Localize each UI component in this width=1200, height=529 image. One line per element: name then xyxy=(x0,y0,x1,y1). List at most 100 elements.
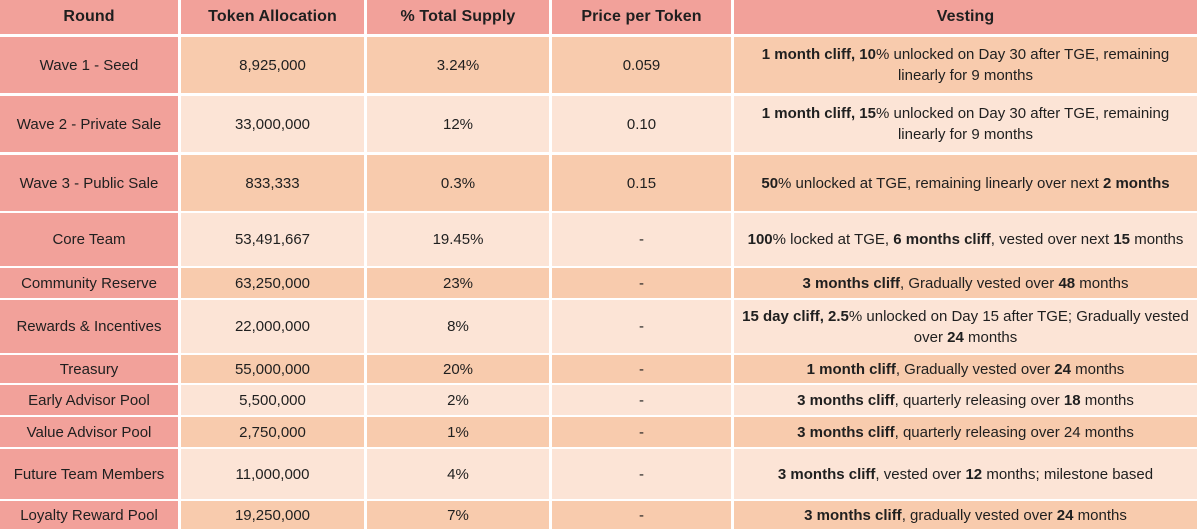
token-allocation-cell: 2,750,000 xyxy=(181,417,364,447)
vesting-segment: months; milestone based xyxy=(982,465,1154,483)
table-row: Community Reserve 63,250,000 23% - 3 months … xyxy=(0,268,1200,298)
vesting-segment: % unlocked on Day 30 after TGE, remainin… xyxy=(875,46,1170,84)
table-row: Loyalty Reward Pool 19,250,000 7% - 3 months… xyxy=(0,501,1200,529)
token-allocation-cell: 8,925,000 xyxy=(181,37,364,93)
price-per-token-cell: - xyxy=(552,449,731,499)
round-cell: Wave 2 - Private Sale xyxy=(0,96,178,152)
round-cell: Wave 1 - Seed xyxy=(0,37,178,93)
pct-total-supply-cell: 3.24% xyxy=(367,37,549,93)
pct-total-supply-cell: 1% xyxy=(367,417,549,447)
vesting-text: 3 months cliff, quarterly releasing over… xyxy=(797,422,1134,443)
round-cell: Loyalty Reward Pool xyxy=(0,501,178,529)
vesting-segment: % unlocked at TGE, remaining linearly ov… xyxy=(778,174,1103,192)
table-header-row: Round Token Allocation % Total Supply Pr… xyxy=(0,0,1200,34)
token-allocation-cell: 11,000,000 xyxy=(181,449,364,499)
vesting-segment: , gradually vested over xyxy=(901,506,1057,524)
table-row: Early Advisor Pool 5,500,000 2% - 3 months c… xyxy=(0,385,1200,415)
vesting-segment: , vested over xyxy=(875,465,966,483)
round-cell: Community Reserve xyxy=(0,268,178,298)
vesting-cell: 1 month cliff, 15% unlocked on Day 30 af… xyxy=(734,96,1197,152)
vesting-segment-bold: 15 xyxy=(1113,231,1131,248)
vesting-text: 1 month cliff, Gradually vested over 24 … xyxy=(807,359,1125,380)
vesting-segment: % unlocked on Day 30 after TGE, remainin… xyxy=(875,105,1170,143)
table-row: Core Team 53,491,667 19.45% -100% locked at… xyxy=(0,213,1200,266)
column-header-token-allocation: Token Allocation xyxy=(181,0,364,34)
token-allocation-cell: 55,000,000 xyxy=(181,355,364,383)
vesting-segment-bold: 100 xyxy=(747,231,773,248)
vesting-segment-bold: 18 xyxy=(1063,391,1081,409)
table-row: Treasury 55,000,000 20% - 1 month cliff, Gra… xyxy=(0,355,1200,383)
vesting-segment: months xyxy=(1075,274,1129,292)
vesting-cell: 3 months cliff, Gradually vested over 48… xyxy=(734,268,1197,298)
pct-total-supply-cell: 7% xyxy=(367,501,549,529)
price-per-token-cell: - xyxy=(552,501,731,529)
table-body: Wave 1 - Seed 8,925,000 3.24% 0.059 1 month … xyxy=(0,34,1200,529)
vesting-segment-bold: 24 xyxy=(947,328,964,346)
vesting-segment: , quarterly releasing over 24 months xyxy=(894,423,1134,441)
vesting-text: 3 months cliff, quarterly releasing over… xyxy=(797,390,1134,411)
vesting-segment: % unlocked on Day 15 after TGE; Graduall… xyxy=(848,307,1189,346)
round-cell: Core Team xyxy=(0,213,178,266)
vesting-cell: 100% locked at TGE, 6 months cliff, vest… xyxy=(734,213,1197,266)
vesting-cell: 1 month cliff, Gradually vested over 24 … xyxy=(734,355,1197,383)
vesting-segment: , quarterly releasing over xyxy=(894,391,1064,409)
vesting-segment-bold: 3 months cliff xyxy=(804,506,902,524)
price-per-token-cell: 0.059 xyxy=(552,37,731,93)
vesting-segment-bold: 2 months xyxy=(1102,174,1170,192)
token-allocation-cell: 22,000,000 xyxy=(181,300,364,353)
token-allocation-cell: 19,250,000 xyxy=(181,501,364,529)
token-allocation-cell: 53,491,667 xyxy=(181,213,364,266)
vesting-segment-bold: 1 month cliff xyxy=(806,360,896,378)
vesting-segment-bold: 3 months cliff xyxy=(802,274,901,292)
column-header-pct-total-supply: % Total Supply xyxy=(367,0,549,34)
vesting-segment: , vested over next xyxy=(990,231,1114,248)
price-per-token-cell: - xyxy=(552,417,731,447)
vesting-segment-bold: 24 xyxy=(1054,360,1071,378)
vesting-cell: 50% unlocked at TGE, remaining linearly … xyxy=(734,155,1197,211)
vesting-cell: 3 months cliff, vested over 12 months; m… xyxy=(734,449,1197,499)
round-cell: Wave 3 - Public Sale xyxy=(0,155,178,211)
vesting-text: 3 months cliff, Gradually vested over 48… xyxy=(803,273,1129,294)
table-row: Wave 2 - Private Sale 33,000,000 12% 0.10 1 … xyxy=(0,96,1200,152)
table-row: Wave 3 - Public Sale 833,333 0.3% 0.15 50% u… xyxy=(0,155,1200,211)
vesting-segment-bold: 1 month cliff, 10 xyxy=(761,46,876,63)
round-cell: Future Team Members xyxy=(0,449,178,499)
vesting-cell: 15 day cliff, 2.5% unlocked on Day 15 af… xyxy=(734,300,1197,353)
vesting-segment: months xyxy=(1130,231,1184,248)
vesting-segment-bold: 3 months cliff xyxy=(777,465,876,483)
vesting-segment-bold: 24 xyxy=(1056,506,1074,524)
vesting-segment-bold: 50 xyxy=(761,174,779,192)
round-cell: Treasury xyxy=(0,355,178,383)
vesting-text: 15 day cliff, 2.5% unlocked on Day 15 af… xyxy=(740,306,1191,348)
vesting-text: 3 months cliff, vested over 12 months; m… xyxy=(778,464,1153,485)
vesting-segment: months xyxy=(1070,360,1125,378)
vesting-segment-bold: 15 day cliff, 2.5 xyxy=(742,307,849,325)
vesting-cell: 1 month cliff, 10% unlocked on Day 30 af… xyxy=(734,37,1197,93)
vesting-text: 1 month cliff, 15% unlocked on Day 30 af… xyxy=(740,103,1191,145)
pct-total-supply-cell: 20% xyxy=(367,355,549,383)
pct-total-supply-cell: 19.45% xyxy=(367,213,549,266)
price-per-token-cell: - xyxy=(552,300,731,353)
vesting-segment: months xyxy=(1080,391,1134,409)
vesting-segment: , Gradually vested over xyxy=(900,274,1059,292)
vesting-cell: 3 months cliff, quarterly releasing over… xyxy=(734,385,1197,415)
table-row: Rewards & Incentives 22,000,000 8% -15 day … xyxy=(0,300,1200,353)
column-header-price-per-token: Price per Token xyxy=(552,0,731,34)
vesting-cell: 3 months cliff, quarterly releasing over… xyxy=(734,417,1197,447)
token-allocation-cell: 833,333 xyxy=(181,155,364,211)
vesting-segment-bold: 1 month cliff, 15 xyxy=(761,105,876,122)
price-per-token-cell: - xyxy=(552,355,731,383)
pct-total-supply-cell: 2% xyxy=(367,385,549,415)
vesting-text: 3 months cliff, gradually vested over 24… xyxy=(804,505,1127,526)
round-cell: Early Advisor Pool xyxy=(0,385,178,415)
token-allocation-cell: 5,500,000 xyxy=(181,385,364,415)
pct-total-supply-cell: 23% xyxy=(367,268,549,298)
price-per-token-cell: 0.10 xyxy=(552,96,731,152)
vesting-segment: , Gradually vested over xyxy=(895,360,1055,378)
vesting-cell: 3 months cliff, gradually vested over 24… xyxy=(734,501,1197,529)
token-allocation-cell: 63,250,000 xyxy=(181,268,364,298)
pct-total-supply-cell: 4% xyxy=(367,449,549,499)
table-row: Wave 1 - Seed 8,925,000 3.24% 0.059 1 month … xyxy=(0,37,1200,93)
column-header-round: Round xyxy=(0,0,178,34)
